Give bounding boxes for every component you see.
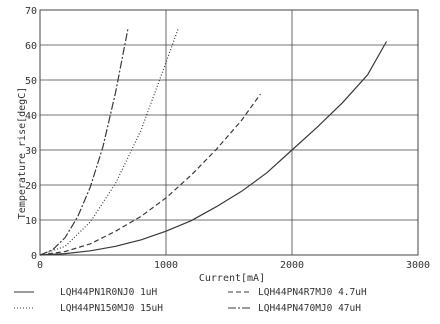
legend-label-2: LQH44PN4R7MJ0 4.7uH (258, 287, 367, 298)
series-line-1 (39, 41, 388, 256)
y-tick-label: 20 (25, 181, 37, 192)
y-tick-label: 50 (25, 76, 37, 87)
legend-label-3: LQH44PN150MJ0 15uH (60, 303, 163, 314)
y-tick-label: 10 (25, 216, 37, 227)
legend-label-4: LQH44PN470MJ0 47uH (258, 303, 361, 314)
y-tick-label: 60 (25, 41, 37, 52)
legend: LQH44PN1R0NJ0 1uH LQH44PN4R7MJ0 4.7uH LQ… (14, 287, 367, 314)
x-tick-label: 0 (37, 260, 43, 271)
x-tick-label: 1000 (154, 260, 178, 271)
y-tick-labels: 0 10 20 30 40 50 60 70 (25, 6, 37, 262)
x-tick-labels: 0 1000 2000 3000 (37, 260, 430, 271)
y-tick-label: 40 (25, 111, 37, 122)
y-tick-label: 70 (25, 6, 37, 17)
x-tick-label: 2000 (280, 260, 304, 271)
series-line-4 (39, 27, 129, 256)
series-lines (39, 27, 388, 256)
series-line-2 (39, 93, 261, 256)
legend-label-1: LQH44PN1R0NJ0 1uH (60, 287, 158, 298)
x-tick-label: 3000 (406, 260, 430, 271)
y-axis-title: Temperature rise[degC] (17, 87, 28, 219)
x-axis-title: Current[mA] (199, 273, 265, 284)
plot-frame (39, 9, 419, 256)
y-tick-label: 0 (31, 251, 37, 262)
y-tick-label: 30 (25, 146, 37, 157)
